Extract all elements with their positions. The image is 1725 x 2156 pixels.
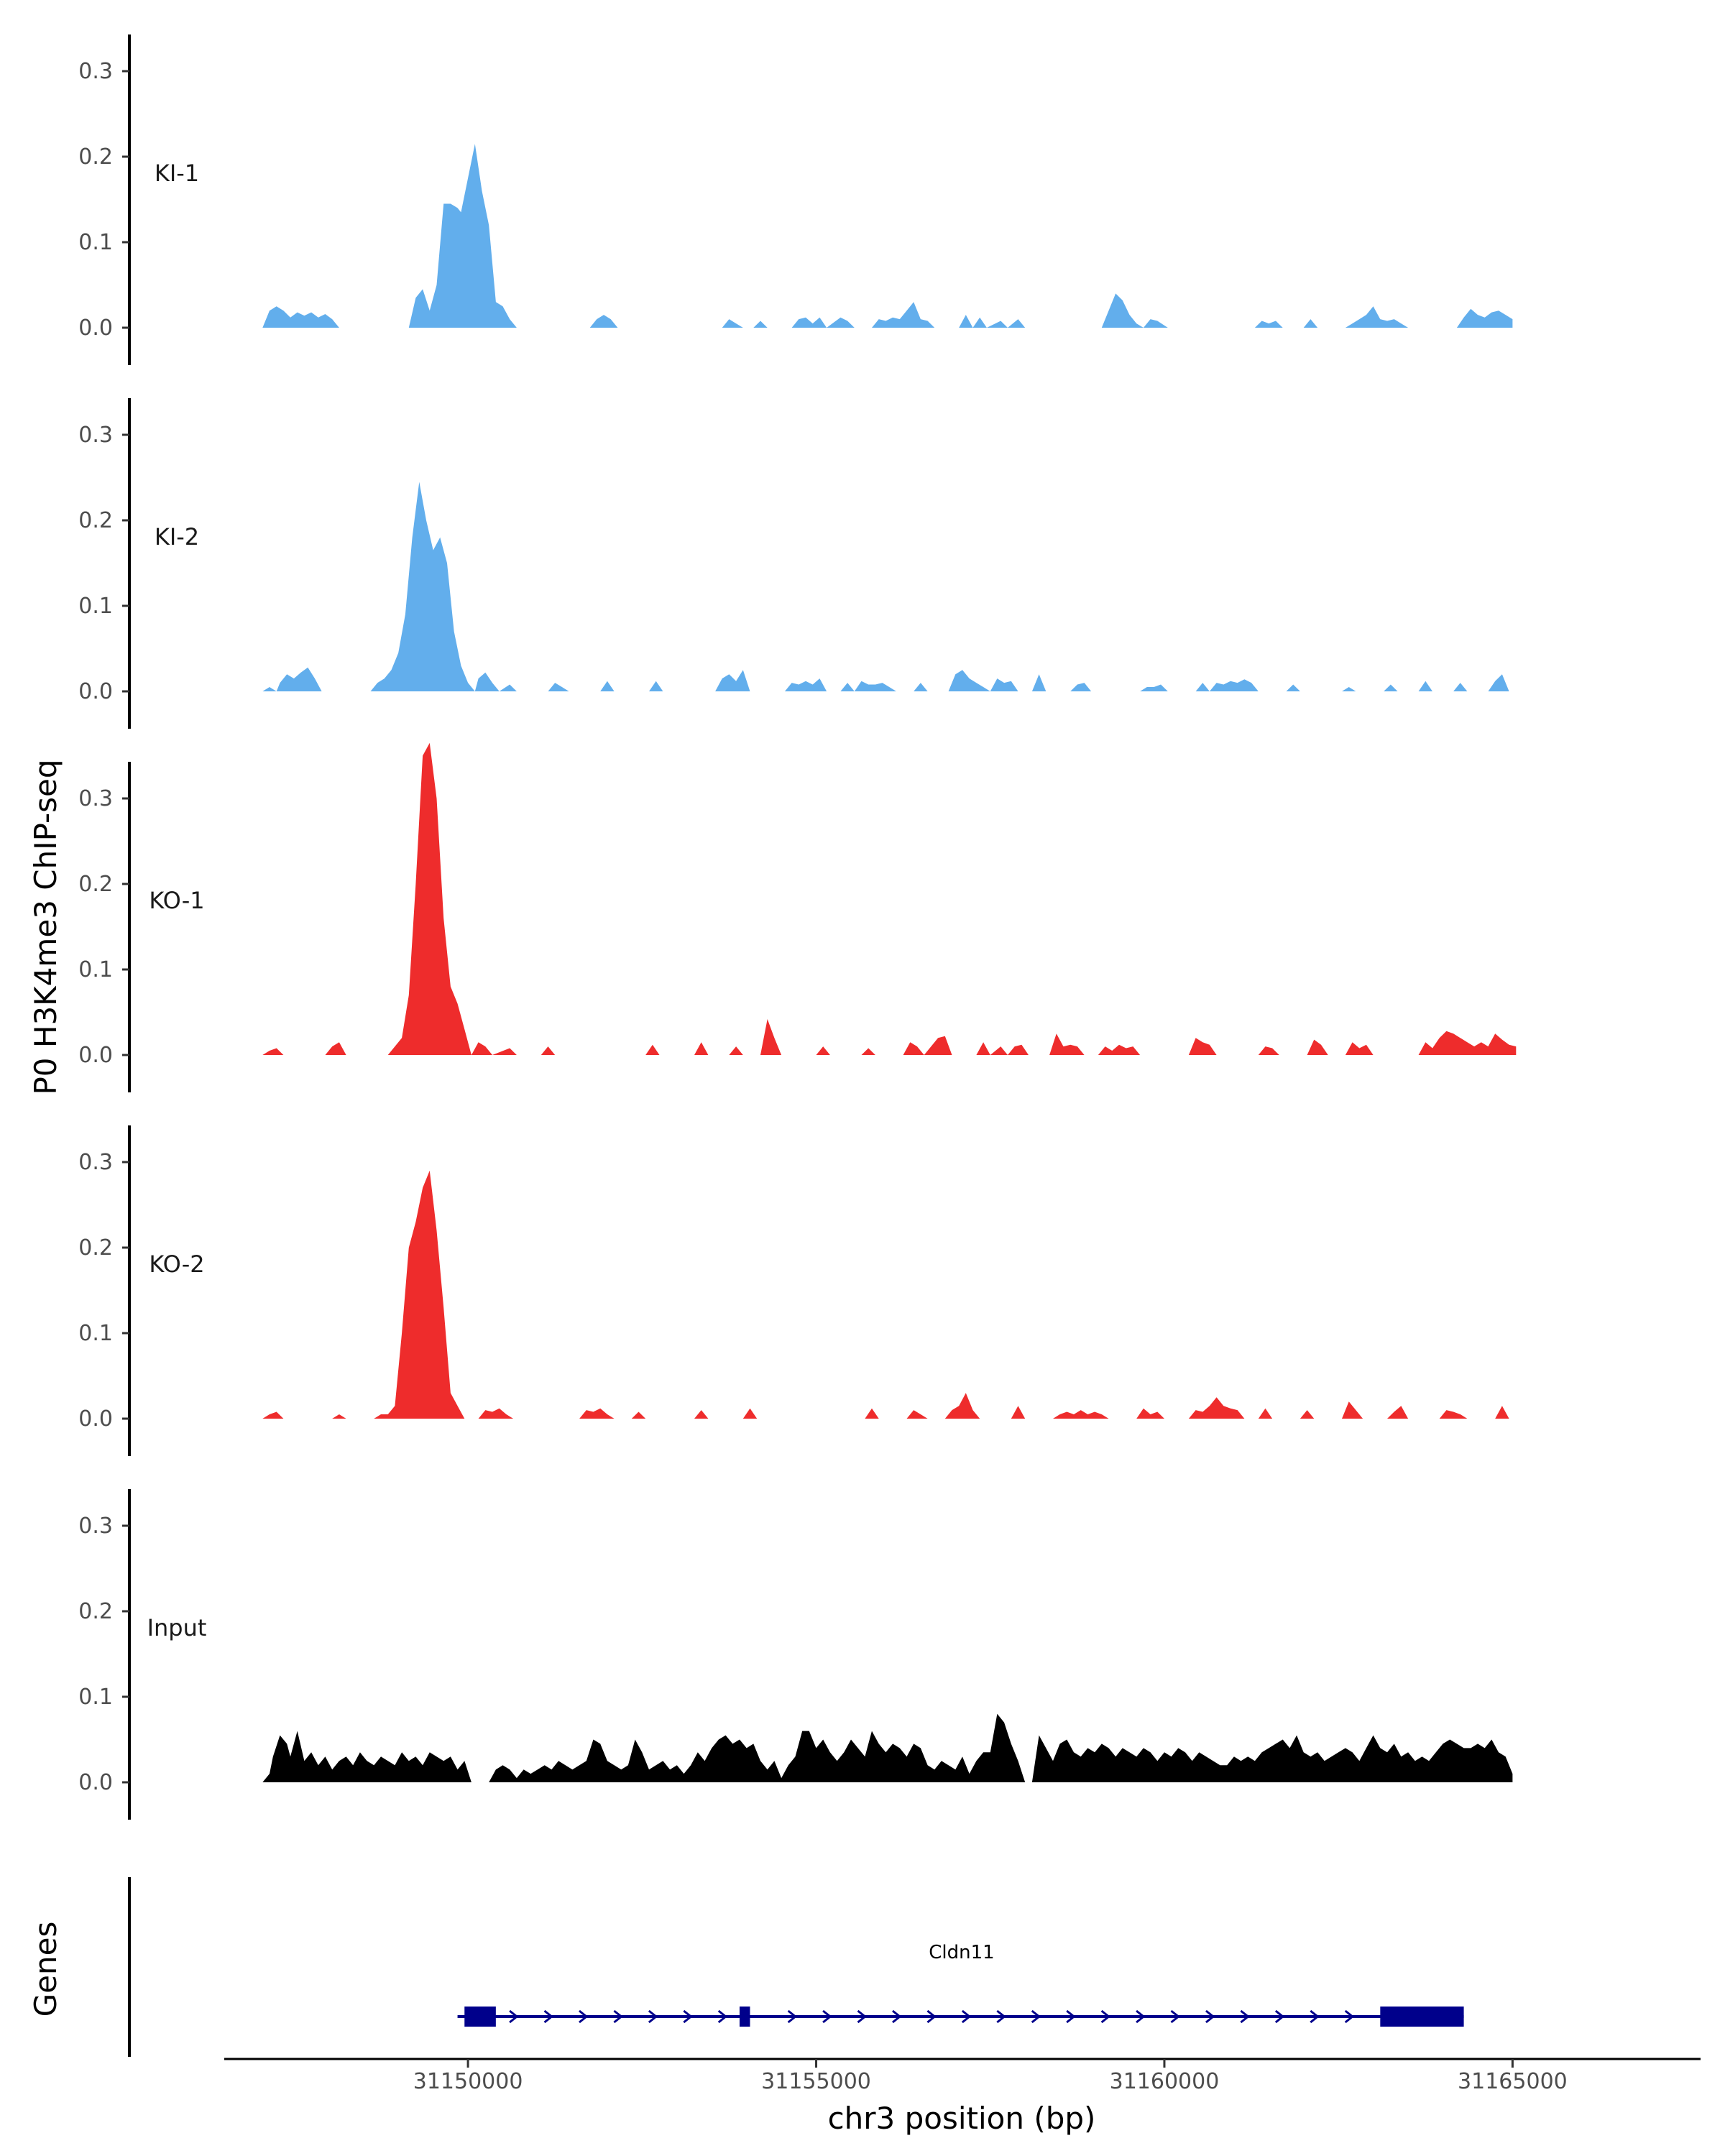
strand-arrow — [683, 2009, 693, 2024]
track-label-ki-1: KI-1 — [155, 160, 199, 187]
x-tick-label: 31165000 — [1458, 2069, 1568, 2094]
strand-arrow — [1170, 2009, 1180, 2024]
y-tick-label: 0.2 — [78, 872, 113, 897]
gene-panel-label: Genes — [28, 1922, 63, 2017]
y-tick-label: 0.0 — [78, 1043, 113, 1068]
strand-arrow — [1344, 2009, 1355, 2024]
signal-area-ko-2 — [262, 1170, 1509, 1419]
y-tick-label: 0.2 — [78, 1235, 113, 1261]
y-tick-label: 0.0 — [78, 1770, 113, 1795]
strand-arrow — [996, 2009, 1006, 2024]
strand-arrow — [648, 2009, 658, 2024]
y-tick-label: 0.0 — [78, 679, 113, 704]
y-tick-label: 0.3 — [78, 59, 113, 84]
x-axis-title: chr3 position (bp) — [828, 2101, 1096, 2136]
y-tick-label: 0.3 — [78, 1514, 113, 1539]
signal-area-input — [262, 1713, 1513, 1782]
strand-arrow — [926, 2009, 937, 2024]
strand-arrow — [787, 2009, 798, 2024]
strand-arrow — [1066, 2009, 1076, 2024]
x-tick-label: 31160000 — [1110, 2069, 1220, 2094]
strand-arrow — [857, 2009, 867, 2024]
signal-area-ki-2 — [262, 482, 1509, 691]
strand-arrow — [717, 2009, 728, 2024]
gene-exon — [1380, 2007, 1464, 2027]
gene-model — [457, 2007, 1464, 2027]
gene-name-label: Cldn11 — [929, 1942, 994, 1963]
strand-arrow — [579, 2009, 589, 2024]
strand-arrow — [1205, 2009, 1215, 2024]
track-input: 0.0 0.1 0.2 0.3 Input — [78, 1489, 1513, 1820]
y-tick-label: 0.1 — [78, 594, 113, 619]
y-tick-label: 0.1 — [78, 230, 113, 255]
strand-arrow — [1100, 2009, 1111, 2024]
strand-arrow — [1031, 2009, 1041, 2024]
y-tick-label: 0.0 — [78, 1406, 113, 1432]
track-label-input: Input — [147, 1614, 207, 1641]
strand-arrow — [892, 2009, 902, 2024]
strand-arrow — [961, 2009, 972, 2024]
signal-area-ki-1 — [262, 144, 1513, 328]
signal-area-ko-1 — [262, 742, 1517, 1055]
y-tick-label: 0.3 — [78, 786, 113, 811]
gene-exon — [464, 2007, 496, 2027]
y-tick-label: 0.2 — [78, 1599, 113, 1624]
track-ki-2: 0.0 0.1 0.2 0.3 KI-2 — [78, 398, 1509, 729]
y-tick-label: 0.1 — [78, 957, 113, 982]
y-tick-label: 0.2 — [78, 508, 113, 533]
track-ki-1: 0.0 0.1 0.2 0.3 KI-1 — [78, 34, 1513, 365]
strand-arrow — [822, 2009, 832, 2024]
y-tick-label: 0.3 — [78, 1150, 113, 1175]
strand-arrow — [1136, 2009, 1146, 2024]
track-label-ko-1: KO-1 — [149, 887, 204, 914]
track-ko-2: 0.0 0.1 0.2 0.3 KO-2 — [78, 1125, 1509, 1456]
y-tick-label: 0.1 — [78, 1685, 113, 1710]
track-label-ko-2: KO-2 — [149, 1250, 204, 1278]
x-axis: 31150000 31155000 31160000 31165000 — [224, 2058, 1701, 2094]
y-tick-label: 0.2 — [78, 144, 113, 170]
strand-arrow — [543, 2009, 553, 2024]
strand-arrow — [613, 2009, 623, 2024]
x-tick-label: 31155000 — [761, 2069, 871, 2094]
gene-panel: Genes Cldn11 — [28, 1877, 1464, 2057]
track-ko-1: 0.0 0.1 0.2 0.3 KO-1 — [78, 742, 1517, 1092]
strand-arrow — [1274, 2009, 1285, 2024]
x-tick-label: 31150000 — [413, 2069, 523, 2094]
strand-arrow — [1310, 2009, 1320, 2024]
y-tick-label: 0.0 — [78, 315, 113, 341]
strand-arrow — [509, 2009, 519, 2024]
track-label-ki-2: KI-2 — [155, 523, 199, 550]
gene-exon — [739, 2007, 750, 2027]
y-tick-label: 0.3 — [78, 423, 113, 448]
strand-arrow — [1240, 2009, 1250, 2024]
y-tick-label: 0.1 — [78, 1321, 113, 1346]
signal-tracks: 0.00.10.20.3KI-10.00.10.20.3KI-20.00.10.… — [78, 34, 1517, 1820]
y-axis-title: P0 H3K4me3 ChIP-seq — [28, 759, 63, 1095]
